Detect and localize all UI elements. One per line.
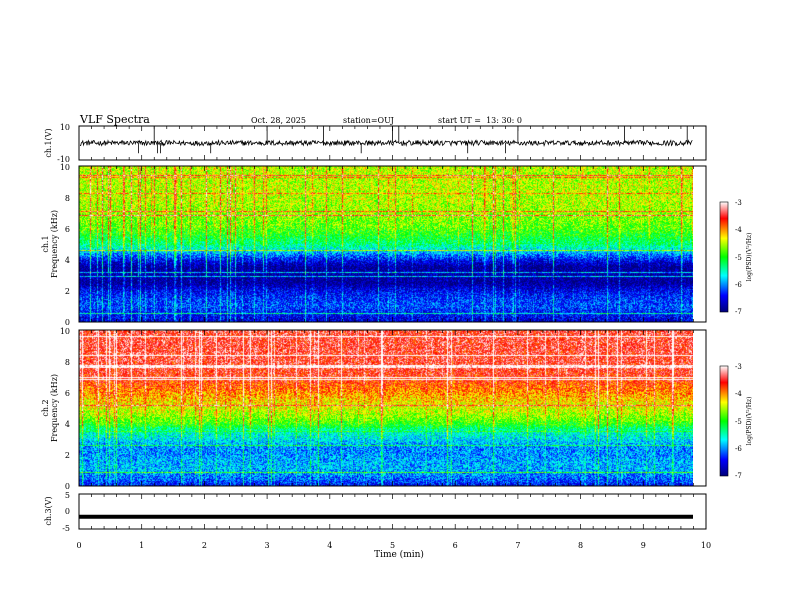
ch2-cb-tick-m5: -5 [735, 418, 742, 426]
ch1-freq-tick-0: 0 [65, 318, 70, 327]
ch3-ytick-top: 5 [65, 491, 70, 500]
ch2-cb-tick-m4: -4 [735, 390, 742, 398]
ch2-spectrogram-ticks [78, 330, 707, 486]
ch1-spectrogram-container [79, 166, 693, 322]
ch3-waveform-frame [78, 493, 707, 530]
ch1-yticks: 0 2 4 6 8 10 [60, 163, 70, 327]
time-tick-label: 10 [701, 541, 711, 550]
ch1-freq-tick-10: 10 [60, 163, 70, 172]
ch1-freq-tick-6: 6 [65, 225, 70, 234]
ch1-waveform-trace [79, 126, 693, 154]
ch1-cb-tick-m5: -5 [735, 254, 742, 262]
time-tick-label: 6 [453, 541, 458, 550]
ch2-colorbar-gradient [719, 365, 729, 477]
ch2-spectrogram-ylabel: ch.2Frequency (kHz) [41, 374, 59, 442]
ch2-freq-tick-4: 4 [65, 420, 70, 429]
ch1-waveform-ylabel: ch.1(V) [44, 128, 53, 157]
ch2-cb-tick-m6: -6 [735, 445, 742, 453]
start-time-label: start UT = 13: 30: 0 [438, 116, 522, 125]
ch2-colorbar-label: log(PSD)(V²/Hz) [746, 397, 753, 446]
ch1-spectrogram-ticks [78, 166, 707, 322]
time-tick-label: 7 [515, 541, 520, 550]
time-axis-tick-labels: 0 1 2 3 4 5 6 7 8 9 10 [76, 541, 711, 550]
time-axis-label: Time (min) [374, 549, 424, 560]
ch3-waveform-panel: 5 0 -5 ch.3(V) [44, 491, 707, 533]
date-label: Oct. 28, 2025 [251, 116, 306, 125]
ch2-cb-tick-m7: -7 [735, 472, 742, 480]
ch1-waveform-ticks [78, 126, 707, 160]
ch1-spectrogram [79, 166, 693, 322]
ch2-freq-tick-8: 8 [65, 358, 70, 367]
ch3-ytick-bottom: -5 [62, 524, 70, 533]
ch2-freq-tick-10: 10 [60, 327, 70, 336]
ch1-waveform-panel: 10 -10 ch.1(V) [44, 123, 707, 164]
ch2-freq-tick-6: 6 [65, 389, 70, 398]
ch1-cb-tick-m3: -3 [735, 199, 742, 207]
ch1-freq-tick-2: 2 [65, 287, 70, 296]
ch1-ytick-bottom: -10 [57, 155, 70, 164]
figure-title: VLF Spectra [79, 113, 150, 126]
time-tick-label: 3 [265, 541, 270, 550]
ch1-ytick-top: 10 [60, 123, 70, 132]
ch2-freq-tick-2: 2 [65, 451, 70, 460]
ch1-colorbar-gradient [719, 201, 729, 313]
time-tick-label: 5 [390, 541, 395, 550]
time-tick-label: 2 [202, 541, 207, 550]
ch1-spectrogram-panel: 0 2 4 6 8 10 ch.1Frequency (kHz) [41, 163, 707, 327]
ch1-colorbar: -3 -4 -5 -6 -7 log(PSD)(V²/Hz) [719, 199, 753, 316]
time-tick-label: 8 [578, 541, 583, 550]
ch2-spectrogram [79, 330, 693, 486]
ch1-cb-tick-m6: -6 [735, 281, 742, 289]
ch2-cb-tick-m3: -3 [735, 363, 742, 371]
ch1-freq-tick-8: 8 [65, 194, 70, 203]
time-tick-label: 9 [641, 541, 646, 550]
ch3-ytick-mid: 0 [65, 507, 70, 516]
station-label: station=OUJ [343, 116, 394, 125]
ch2-spectrogram-container [79, 330, 693, 486]
ch1-spectrogram-ylabel: ch.1Frequency (kHz) [41, 210, 59, 278]
ch2-freq-tick-0: 0 [65, 482, 70, 491]
time-tick-label: 4 [327, 541, 332, 550]
ch1-cb-tick-m7: -7 [735, 308, 742, 316]
time-tick-label: 0 [76, 541, 81, 550]
ch3-waveform-ylabel: ch.3(V) [44, 496, 53, 525]
ch1-cb-tick-m4: -4 [735, 226, 742, 234]
ch1-colorbar-label: log(PSD)(V²/Hz) [746, 233, 753, 282]
ch1-freq-tick-4: 4 [65, 256, 70, 265]
time-tick-label: 1 [139, 541, 144, 550]
ch3-waveform-ticks [78, 494, 707, 529]
ch2-yticks: 0 2 4 6 8 10 [60, 327, 70, 491]
ch2-spectrogram-panel: 0 2 4 6 8 10 ch.2Frequency (kHz) [41, 327, 707, 491]
ch2-colorbar: -3 -4 -5 -6 -7 log(PSD)(V²/Hz) [719, 363, 753, 480]
